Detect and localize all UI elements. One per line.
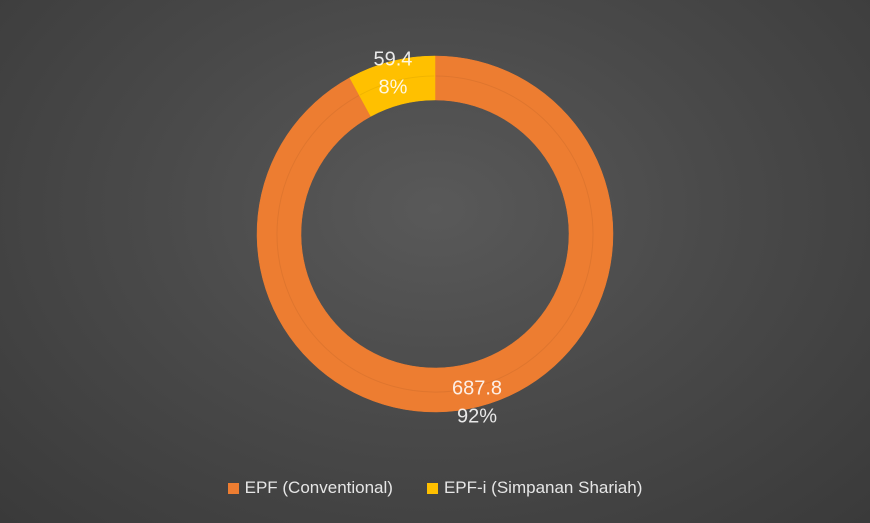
donut-slices	[256, 55, 614, 413]
slice-bevel-epf-i-simpanan-shariah	[359, 75, 435, 96]
slice-epf-i-simpanan-shariah[interactable]	[349, 55, 436, 117]
slice-epf-conventional[interactable]	[256, 55, 614, 413]
slice-bevel-epf-conventional	[276, 75, 594, 393]
legend-item-epf-i-simpanan-shariah[interactable]: EPF-i (Simpanan Shariah)	[426, 478, 643, 498]
data-label-value-epf-i-simpanan-shariah: 59.4	[374, 48, 413, 70]
data-label-percent-epf-conventional: 92%	[457, 406, 497, 428]
donut-labels: 687.8 92% 59.4 8%	[374, 48, 503, 427]
legend-label-epf-i-simpanan-shariah: EPF-i (Simpanan Shariah)	[443, 478, 643, 497]
legend-swatch-epf-conventional	[227, 482, 239, 494]
data-label-value-epf-conventional: 687.8	[452, 378, 502, 400]
legend-item-epf-conventional[interactable]: EPF (Conventional)	[227, 478, 393, 498]
legend-label-epf-conventional: EPF (Conventional)	[244, 478, 393, 497]
legend-swatch-epf-i-simpanan-shariah	[426, 482, 438, 494]
data-label-percent-epf-i-simpanan-shariah: 8%	[379, 76, 408, 98]
legend: EPF (Conventional) EPF-i (Simpanan Shari…	[0, 478, 870, 498]
